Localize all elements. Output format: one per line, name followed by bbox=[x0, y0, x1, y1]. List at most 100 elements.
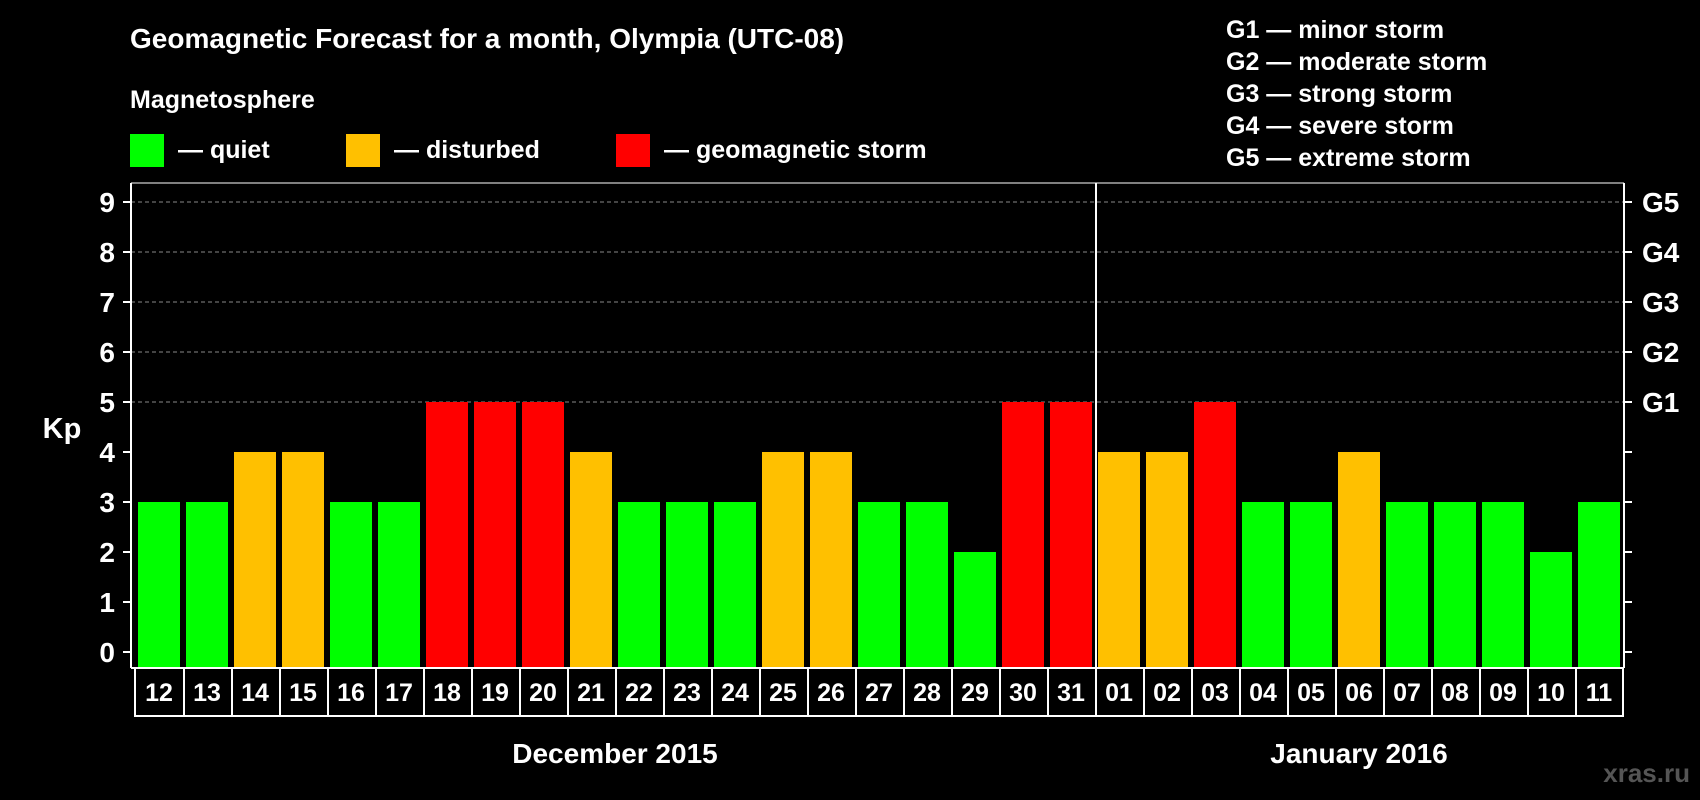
bar-30 bbox=[1002, 402, 1044, 668]
grid bbox=[131, 201, 1624, 403]
storm-scale-legend: G1 — minor storm G2 — moderate storm G3 — … bbox=[1226, 16, 1487, 172]
bar-11 bbox=[1578, 502, 1620, 668]
bar-31 bbox=[1050, 402, 1092, 668]
bar-24 bbox=[714, 502, 756, 668]
x-tick-label-10: 10 bbox=[1537, 679, 1565, 707]
y-tick-label-0: 0 bbox=[99, 637, 115, 668]
legend-label-0: — quiet bbox=[178, 136, 270, 164]
bar-02 bbox=[1146, 452, 1188, 668]
x-tick-label-24: 24 bbox=[721, 679, 749, 707]
x-tick-label-04: 04 bbox=[1249, 679, 1277, 707]
x-tick-label-20: 20 bbox=[529, 679, 557, 707]
bar-12 bbox=[138, 502, 180, 668]
storm-scale-item-1: G2 — moderate storm bbox=[1226, 48, 1487, 76]
bar-25 bbox=[762, 452, 804, 668]
bar-20 bbox=[522, 402, 564, 668]
x-tick-label-06: 06 bbox=[1345, 679, 1373, 707]
bar-10 bbox=[1530, 552, 1572, 668]
right-axis-label-G4: G4 bbox=[1642, 237, 1680, 268]
legend-title: Magnetosphere bbox=[130, 86, 315, 114]
x-tick-label-31: 31 bbox=[1057, 679, 1085, 707]
bar-17 bbox=[378, 502, 420, 668]
bar-19 bbox=[474, 402, 516, 668]
bar-28 bbox=[906, 502, 948, 668]
bar-14 bbox=[234, 452, 276, 668]
bar-16 bbox=[330, 502, 372, 668]
bar-15 bbox=[282, 452, 324, 668]
right-axis-label-G3: G3 bbox=[1642, 287, 1679, 318]
bar-26 bbox=[810, 452, 852, 668]
legend-swatch-2 bbox=[616, 134, 650, 167]
x-tick-label-09: 09 bbox=[1489, 679, 1517, 707]
legend-swatch-1 bbox=[346, 134, 380, 167]
x-tick-label-30: 30 bbox=[1009, 679, 1037, 707]
x-tick-label-19: 19 bbox=[481, 679, 509, 707]
bar-03 bbox=[1194, 402, 1236, 668]
bar-05 bbox=[1290, 502, 1332, 668]
x-tick-label-21: 21 bbox=[577, 679, 605, 707]
bar-29 bbox=[954, 552, 996, 668]
x-tick-label-05: 05 bbox=[1297, 679, 1325, 707]
bar-06 bbox=[1338, 452, 1380, 668]
y-tick-label-2: 2 bbox=[99, 537, 115, 568]
bar-07 bbox=[1386, 502, 1428, 668]
watermark: xras.ru bbox=[1603, 758, 1690, 788]
bar-22 bbox=[618, 502, 660, 668]
x-tick-label-25: 25 bbox=[769, 679, 797, 707]
y-tick-label-8: 8 bbox=[99, 237, 115, 268]
y-tick-label-6: 6 bbox=[99, 337, 115, 368]
x-tick-label-03: 03 bbox=[1201, 679, 1229, 707]
storm-scale-item-4: G5 — extreme storm bbox=[1226, 144, 1471, 172]
bar-13 bbox=[186, 502, 228, 668]
x-tick-label-08: 08 bbox=[1441, 679, 1469, 707]
legend: — quiet — disturbed — geomagnetic storm bbox=[130, 134, 927, 167]
month-label-0: December 2015 bbox=[512, 738, 717, 769]
legend-swatch-0 bbox=[130, 134, 164, 167]
month-labels: December 2015 January 2016 bbox=[512, 738, 1447, 769]
x-tick-label-22: 22 bbox=[625, 679, 653, 707]
y-axis-label: Kp bbox=[43, 413, 82, 445]
bar-23 bbox=[666, 502, 708, 668]
bars bbox=[138, 402, 1620, 668]
x-tick-label-17: 17 bbox=[385, 679, 413, 707]
bar-01 bbox=[1098, 452, 1140, 668]
x-tick-label-16: 16 bbox=[337, 679, 365, 707]
right-axis-label-G2: G2 bbox=[1642, 337, 1679, 368]
x-tick-label-13: 13 bbox=[193, 679, 221, 707]
x-tick-label-18: 18 bbox=[433, 679, 461, 707]
x-tick-label-26: 26 bbox=[817, 679, 845, 707]
x-tick-label-02: 02 bbox=[1153, 679, 1181, 707]
x-tick-label-27: 27 bbox=[865, 679, 893, 707]
bar-18 bbox=[426, 402, 468, 668]
month-label-1: January 2016 bbox=[1270, 738, 1447, 769]
legend-label-1: — disturbed bbox=[394, 136, 540, 164]
x-tick-label-12: 12 bbox=[145, 679, 173, 707]
chart-title: Geomagnetic Forecast for a month, Olympi… bbox=[130, 23, 844, 54]
legend-label-2: — geomagnetic storm bbox=[664, 136, 927, 164]
y-tick-label-7: 7 bbox=[99, 287, 115, 318]
x-tick-label-23: 23 bbox=[673, 679, 701, 707]
y-tick-label-3: 3 bbox=[99, 487, 115, 518]
bar-09 bbox=[1482, 502, 1524, 668]
x-tick-label-14: 14 bbox=[241, 679, 269, 707]
x-tick-label-29: 29 bbox=[961, 679, 989, 707]
y-tick-label-9: 9 bbox=[99, 187, 115, 218]
bar-04 bbox=[1242, 502, 1284, 668]
y-tick-label-5: 5 bbox=[99, 387, 115, 418]
storm-scale-item-3: G4 — severe storm bbox=[1226, 112, 1454, 140]
x-tick-label-11: 11 bbox=[1586, 679, 1613, 707]
right-axis-label-G1: G1 bbox=[1642, 387, 1679, 418]
y-tick-label-4: 4 bbox=[99, 437, 115, 468]
bar-08 bbox=[1434, 502, 1476, 668]
storm-scale-item-0: G1 — minor storm bbox=[1226, 16, 1444, 44]
bar-21 bbox=[570, 452, 612, 668]
y-tick-label-1: 1 bbox=[99, 587, 115, 618]
x-tick-label-28: 28 bbox=[913, 679, 941, 707]
x-tick-label-15: 15 bbox=[289, 679, 317, 707]
bar-27 bbox=[858, 502, 900, 668]
x-tick-label-07: 07 bbox=[1393, 679, 1421, 707]
storm-scale-item-2: G3 — strong storm bbox=[1226, 80, 1452, 108]
x-category-row: 12 13 14 15 16 17 18 19 20 21 22 23 24 25 26 27 28 29 30 31… bbox=[134, 667, 1624, 717]
x-category-frame bbox=[134, 667, 1624, 717]
